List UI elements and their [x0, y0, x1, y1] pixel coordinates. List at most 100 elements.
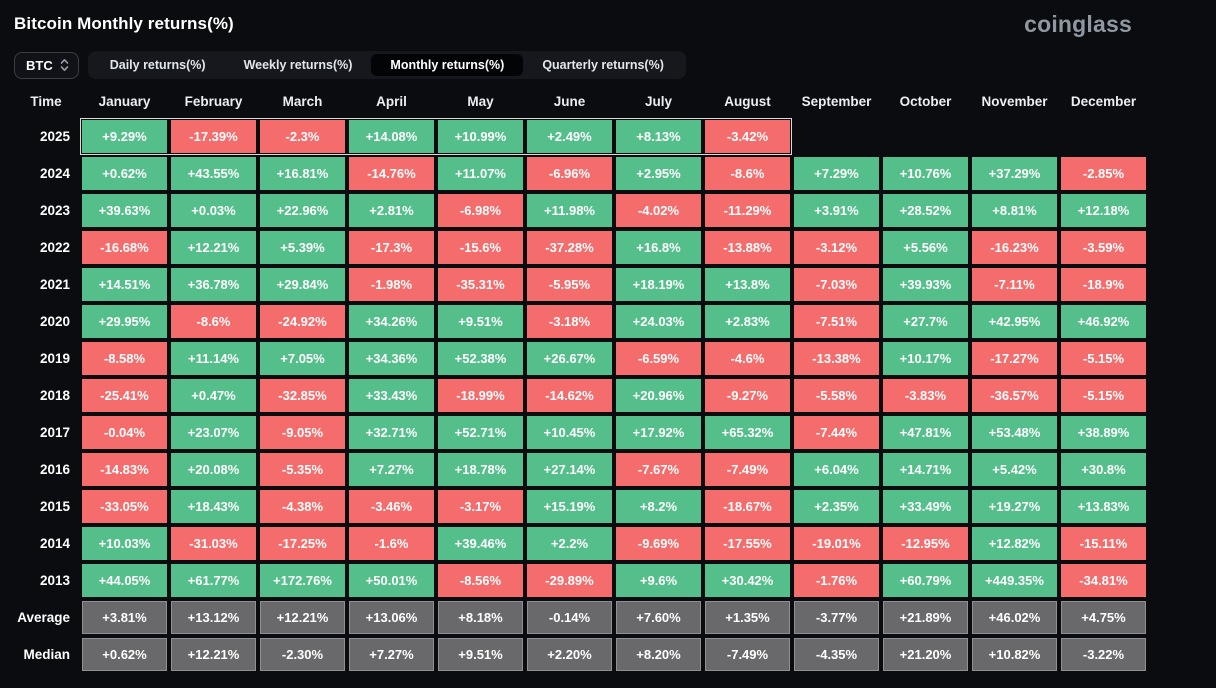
return-cell: +2.83% — [705, 305, 790, 338]
return-cell: +21.20% — [883, 638, 968, 671]
row-label: 2024 — [39, 166, 70, 181]
table-row: 2021 +14.51% +36.78% +29.84% -1.98% -35.31% -5… — [14, 268, 1202, 301]
return-cell: +29.95% — [82, 305, 167, 338]
return-cell: -16.68% — [82, 231, 167, 264]
return-cell: +14.08% — [349, 120, 434, 153]
table-row: 2015 -33.05% +18.43% -4.38% -3.46% -3.17% +15.… — [14, 490, 1202, 523]
return-cell: -16.23% — [972, 231, 1057, 264]
return-cell: +1.35% — [705, 601, 790, 634]
return-cell: -24.92% — [260, 305, 345, 338]
return-cell: -18.9% — [1061, 268, 1146, 301]
tab-daily-returns[interactable]: Daily returns(%) — [109, 58, 206, 72]
symbol-select[interactable]: BTC — [14, 51, 79, 79]
table-row: Median +0.62% +12.21% -2.30% +7.27% +9.51% +2.… — [14, 638, 1202, 671]
tab-monthly-returns[interactable]: Monthly returns(%) — [371, 54, 524, 76]
return-cell: -7.44% — [794, 416, 879, 449]
return-cell: -5.58% — [794, 379, 879, 412]
return-cell: +21.89% — [883, 601, 968, 634]
table-row: Average +3.81% +13.12% +12.21% +13.06% +8.18%… — [14, 601, 1202, 634]
return-cell: +33.43% — [349, 379, 434, 412]
return-cell: +8.13% — [616, 120, 701, 153]
return-cell: -6.98% — [438, 194, 523, 227]
return-cell: -12.95% — [883, 527, 968, 560]
row-label: 2015 — [39, 499, 70, 514]
table-row: 2019 -8.58% +11.14% +7.05% +34.36% +52.38% +26… — [14, 342, 1202, 375]
return-cell: -7.49% — [705, 453, 790, 486]
return-cell: +20.96% — [616, 379, 701, 412]
return-cell: +7.05% — [260, 342, 345, 375]
row-highlight: +9.29% -17.39% -2.3% +14.08% +10.99% +2.49% +8… — [80, 118, 792, 155]
return-cell: -14.76% — [349, 157, 434, 190]
column-header: March — [282, 94, 323, 109]
page: Bitcoin Monthly returns(%) coinglass BTC… — [14, 11, 1202, 671]
return-cell: +30.42% — [705, 564, 790, 597]
row-label: 2014 — [39, 536, 70, 551]
return-cell: +27.14% — [527, 453, 612, 486]
return-cell: -13.88% — [705, 231, 790, 264]
return-cell: -3.46% — [349, 490, 434, 523]
row-label: 2021 — [39, 277, 70, 292]
return-cell: -25.41% — [82, 379, 167, 412]
returns-table: Time January February March April May June July… — [14, 92, 1202, 671]
return-cell: -3.77% — [794, 601, 879, 634]
return-cell: +12.82% — [972, 527, 1057, 560]
return-cell: -18.99% — [438, 379, 523, 412]
return-cell: +47.81% — [883, 416, 968, 449]
return-cell: +5.56% — [883, 231, 968, 264]
return-cell: +39.46% — [438, 527, 523, 560]
row-label: 2025 — [39, 129, 70, 144]
return-cell: +61.77% — [171, 564, 256, 597]
return-cell: +5.39% — [260, 231, 345, 264]
return-cell: +12.21% — [171, 638, 256, 671]
return-cell: +17.92% — [616, 416, 701, 449]
return-cell: -3.18% — [527, 305, 612, 338]
return-cell: -17.25% — [260, 527, 345, 560]
return-cell: -4.6% — [705, 342, 790, 375]
return-cell: +10.45% — [527, 416, 612, 449]
column-header: October — [899, 94, 952, 109]
column-header: August — [724, 94, 771, 109]
return-cell: -11.29% — [705, 194, 790, 227]
return-cell: +6.04% — [794, 453, 879, 486]
return-cell: -18.67% — [705, 490, 790, 523]
return-cell: -5.15% — [1061, 342, 1146, 375]
return-cell: -8.58% — [82, 342, 167, 375]
empty-cell — [883, 120, 968, 153]
return-cell: +27.7% — [883, 305, 968, 338]
return-cell: +9.51% — [438, 638, 523, 671]
return-cell: -1.98% — [349, 268, 434, 301]
return-cell: -15.6% — [438, 231, 523, 264]
return-cell: +7.29% — [794, 157, 879, 190]
table-row: 2024 +0.62% +43.55% +16.81% -14.76% +11.07% -6… — [14, 157, 1202, 190]
return-cell: -35.31% — [438, 268, 523, 301]
return-cell: -3.42% — [705, 120, 790, 153]
return-cell: +0.03% — [171, 194, 256, 227]
return-cell: -3.59% — [1061, 231, 1146, 264]
return-cell: +13.12% — [171, 601, 256, 634]
return-cell: +18.19% — [616, 268, 701, 301]
return-cell: +3.91% — [794, 194, 879, 227]
return-cell: +23.07% — [171, 416, 256, 449]
return-cell: -17.27% — [972, 342, 1057, 375]
return-cell: -8.6% — [171, 305, 256, 338]
table-row: 2020 +29.95% -8.6% -24.92% +34.26% +9.51% -3.1… — [14, 305, 1202, 338]
return-cell: -4.38% — [260, 490, 345, 523]
return-cell: +65.32% — [705, 416, 790, 449]
select-arrows-icon — [60, 58, 69, 72]
return-cell: +60.79% — [883, 564, 968, 597]
row-label: 2019 — [39, 351, 70, 366]
return-cell: +12.18% — [1061, 194, 1146, 227]
return-cell: +36.78% — [171, 268, 256, 301]
tab-weekly-returns[interactable]: Weekly returns(%) — [243, 58, 353, 72]
return-cell: +2.35% — [794, 490, 879, 523]
return-cell: -13.38% — [794, 342, 879, 375]
return-cell: -9.27% — [705, 379, 790, 412]
return-cell: +10.82% — [972, 638, 1057, 671]
return-cell: +24.03% — [616, 305, 701, 338]
table-row: 2017 -0.04% +23.07% -9.05% +32.71% +52.71% +10… — [14, 416, 1202, 449]
empty-cell — [1061, 120, 1146, 153]
row-label: 2016 — [39, 462, 70, 477]
return-cell: -7.67% — [616, 453, 701, 486]
return-cell: +2.2% — [527, 527, 612, 560]
tab-quarterly-returns[interactable]: Quarterly returns(%) — [542, 58, 664, 72]
